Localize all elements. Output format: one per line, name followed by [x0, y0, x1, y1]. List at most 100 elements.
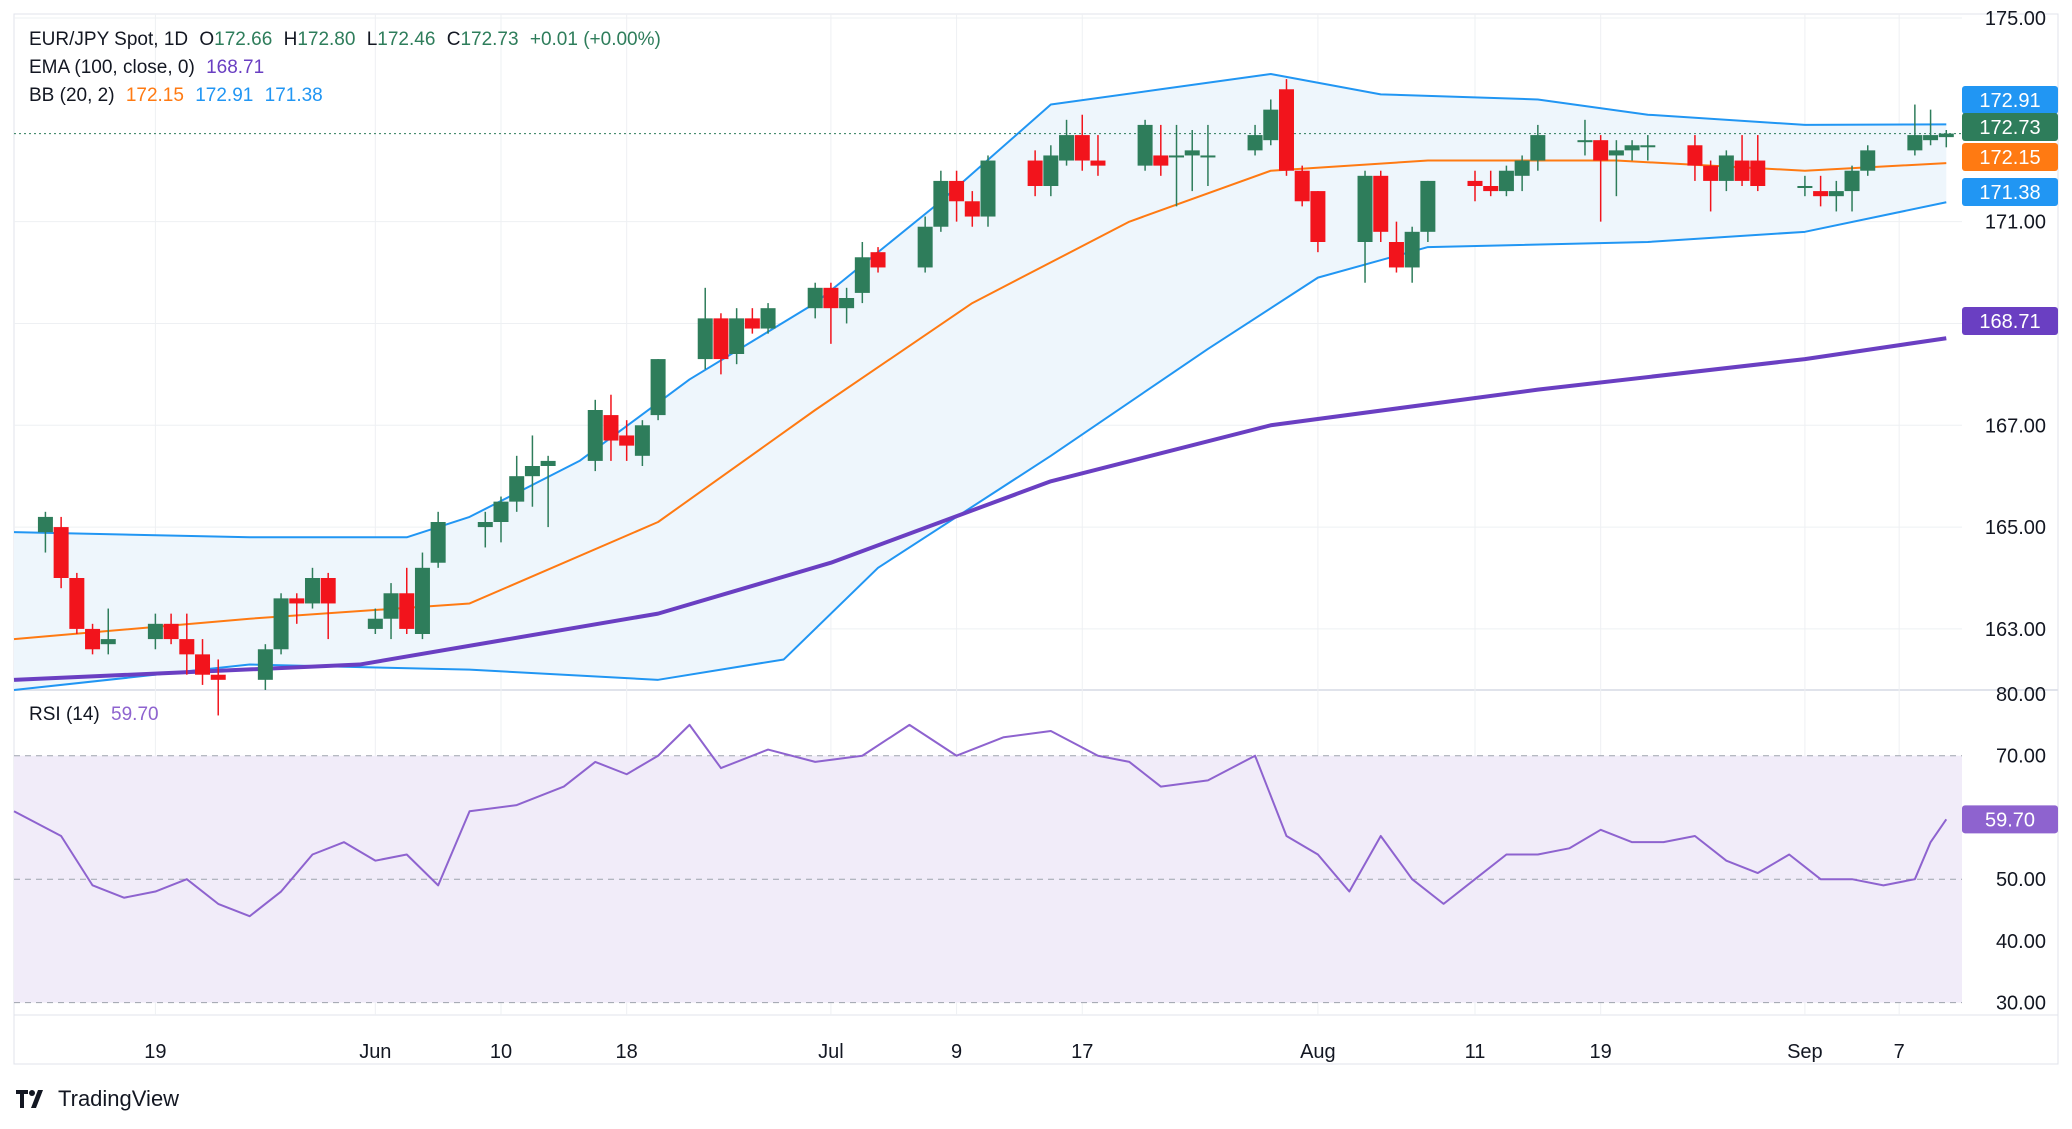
- candle-body: [1907, 135, 1923, 151]
- candle-body: [1467, 180, 1483, 186]
- rsi-y-tick-label: 30.00: [1996, 993, 2046, 1015]
- candle-body: [493, 501, 509, 522]
- legend-symbol: EUR/JPY Spot, 1D: [29, 29, 189, 50]
- candle-body: [1938, 133, 1954, 138]
- rsi-price-badge: [1962, 805, 2058, 834]
- legend-change: +0.01 (+0.00%): [529, 29, 661, 50]
- price-badge-bb_lower: [1962, 178, 2058, 206]
- candle-body: [933, 180, 949, 227]
- tradingview-logo-icon: [16, 1090, 43, 1108]
- candle-body: [257, 649, 273, 680]
- legend-rsi: RSI (14) 59.70: [29, 703, 165, 727]
- candle-body: [477, 522, 493, 528]
- candle-body: [1200, 155, 1216, 158]
- candle-body: [1043, 155, 1059, 186]
- candle-body: [1153, 155, 1169, 166]
- candle-body: [650, 359, 666, 416]
- candle-body: [414, 567, 430, 634]
- candle-body: [713, 318, 729, 360]
- candle-body: [1027, 160, 1043, 186]
- candle-body: [1813, 191, 1829, 197]
- x-tick-label: Aug: [1300, 1041, 1336, 1063]
- tradingview-logo[interactable]: TradingView: [16, 1086, 179, 1112]
- legend-bb-basis: 172.15: [125, 85, 184, 106]
- candle-body: [870, 252, 886, 268]
- candle-body: [1357, 175, 1373, 242]
- candle-body: [839, 298, 855, 309]
- candle-body: [320, 578, 336, 604]
- legend-bb: BB (20, 2) 172.15 172.91 171.38: [29, 84, 329, 108]
- candle-body: [147, 623, 163, 640]
- price-badge-bb_upper: [1962, 86, 2058, 114]
- candle-body: [540, 460, 556, 466]
- rsi-y-tick-label: 50.00: [1996, 869, 2046, 891]
- candle-body: [1483, 186, 1499, 192]
- candle-body: [1294, 170, 1310, 202]
- candle-body: [1278, 89, 1294, 171]
- rsi-line: [13, 723, 1948, 918]
- candle-body: [1860, 150, 1876, 171]
- candle-body: [195, 654, 211, 675]
- candle-body: [964, 201, 980, 217]
- tradingview-logo-text: TradingView: [58, 1086, 180, 1111]
- y-tick-label: 163.00: [1985, 619, 2046, 641]
- legend-ema: EMA (100, close, 0) 168.71: [29, 56, 270, 80]
- candle-body: [1420, 180, 1436, 232]
- candle-body: [1687, 145, 1703, 166]
- x-tick-label: 11: [1465, 1041, 1486, 1063]
- candle-body: [1090, 160, 1106, 166]
- legend-close-label: C: [446, 29, 461, 50]
- candle-body: [1373, 175, 1389, 232]
- price-badge-label: 172.15: [1979, 147, 2040, 169]
- price-badge-bb_basis: [1962, 143, 2058, 171]
- x-tick-label: Sep: [1787, 1041, 1823, 1063]
- candle-body: [37, 516, 53, 533]
- legend-rsi-value: 59.70: [111, 704, 159, 725]
- candle-body: [383, 593, 399, 619]
- legend-low-label: L: [366, 29, 378, 50]
- candle-body: [619, 435, 635, 446]
- x-tick-label: 7: [1894, 1041, 1905, 1063]
- legend-high-label: H: [283, 29, 298, 50]
- price-badge-label: 171.38: [1979, 182, 2040, 204]
- candle-body: [1184, 150, 1200, 156]
- legend-ema-value: 168.71: [206, 57, 265, 78]
- candle-body: [1137, 124, 1153, 166]
- candle-body: [1624, 145, 1640, 151]
- y-tick-label: 167.00: [1985, 415, 2046, 437]
- price-badge-ema: [1962, 307, 2058, 335]
- rsi-y-tick-label: 80.00: [1996, 684, 2046, 706]
- candle-body: [917, 226, 933, 268]
- candle-body: [603, 415, 619, 441]
- x-tick-label: 10: [490, 1041, 512, 1063]
- rsi-y-tick-label: 40.00: [1996, 931, 2046, 953]
- candle-body: [1640, 145, 1656, 148]
- candle-body: [1718, 155, 1734, 181]
- x-tick-label: 9: [951, 1041, 962, 1063]
- candle-body: [1404, 231, 1420, 268]
- candle-body: [163, 623, 179, 640]
- candle-body: [1577, 140, 1593, 143]
- price-badge-close: [1962, 113, 2058, 141]
- candle-body: [823, 287, 839, 309]
- candle-body: [634, 425, 650, 456]
- legend-ema-label: EMA (100, close, 0): [29, 57, 195, 78]
- candle-body: [430, 522, 446, 563]
- bb-basis-line: [13, 159, 1947, 641]
- candle-body: [1514, 160, 1530, 176]
- candle-body: [524, 466, 540, 477]
- candle-body: [289, 598, 305, 604]
- candle-body: [949, 180, 965, 202]
- legend-ohlc: EUR/JPY Spot, 1D O172.66 H172.80 L172.46…: [29, 28, 667, 52]
- candle-body: [807, 287, 823, 309]
- candle-body: [697, 318, 713, 360]
- legend-bb-upper: 172.91: [195, 85, 254, 106]
- candle-body: [980, 160, 996, 217]
- candle-body: [1734, 160, 1750, 181]
- x-tick-label: 19: [144, 1041, 166, 1063]
- candle-body: [854, 257, 870, 293]
- candle-body: [1593, 140, 1609, 161]
- candle-body: [1263, 109, 1279, 141]
